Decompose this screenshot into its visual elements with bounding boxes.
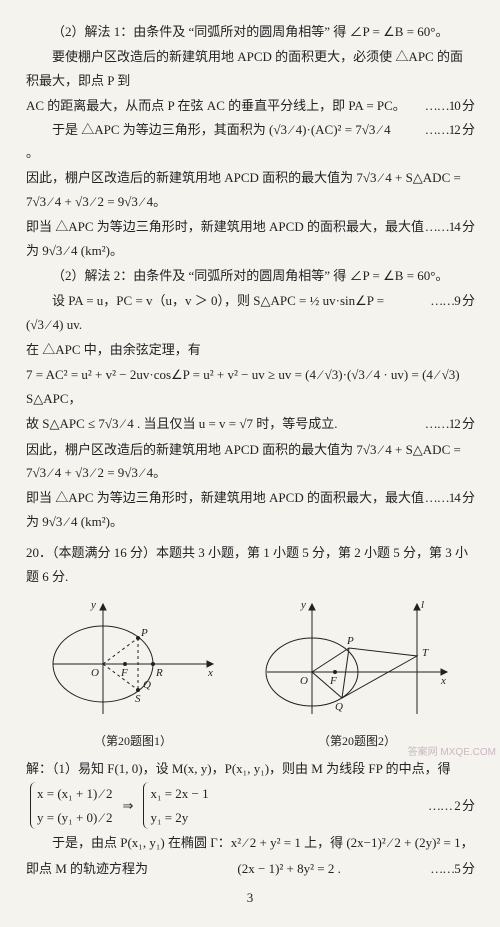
line-cosine-rule: 在 △APC 中，由余弦定理，有 [26,338,474,361]
score-10: ……10 分 [425,94,474,117]
figure-1-caption: （第20题图1） [43,731,223,753]
point-q-label-2: Q [335,701,343,713]
line-max-sum-2: 因此，棚户区改造后的新建筑用地 APCD 面积的最大值为 7√3 ⁄ 4 + S… [26,438,474,485]
line-perp-bisector: AC 的距离最大，从而点 P 在弦 AC 的垂直平分线上，即 PA = PC。 … [26,94,474,117]
text: 故 S△APC ≤ 7√3 ⁄ 4 . 当且仅当 u = v = √7 时，等号… [26,412,338,435]
score-12b: ……12 分 [425,412,474,435]
text: 设 PA = u，PC = v（u，v ＞ 0），则 S△APC = ½ uv·… [26,289,404,336]
eq-right-1: x₁ = 2x − 1 [150,782,208,805]
point-t-label: T [422,647,429,659]
score-2: …… 2 分 [428,794,474,817]
line-max-sum-1: 因此，棚户区改造后的新建筑用地 APCD 面积的最大值为 7√3 ⁄ 4 + S… [26,166,474,213]
point-s-label: S [135,693,141,705]
axis-y-label-2: y [300,599,306,611]
line-inequality: 7 = AC² = u² + v² − 2uv·cos∠P = u² + v² … [26,363,474,410]
line-method2-start: （2）解法 2：由条件及 “同弧所对的圆周角相等” 得 ∠P = ∠B = 60… [26,264,474,287]
implies-arrow: ⇒ [123,794,134,817]
figure-2: x y l O F P Q T （第20题图2） [257,594,457,753]
axis-x-label-2: x [440,675,446,687]
eq-left-1: x = (x₁ + 1) ⁄ 2 [37,782,113,805]
score-12: ……12 分 [399,118,474,141]
locus-prefix: 即点 M 的轨迹方程为 [26,857,148,880]
point-f-label: F [120,667,128,679]
watermark: 答案网 MXQE.COM [408,747,496,758]
page-number: 3 [26,886,474,909]
score-5: ……5 分 [430,857,474,880]
eq-left-2: y = (y₁ + 0) ⁄ 2 [37,806,113,829]
system-right: x₁ = 2x − 1 y₁ = 2y [143,782,208,829]
point-q-label: Q [143,679,151,691]
score-14b: ……14 分 [425,486,474,509]
text: 即当 △APC 为等边三角形时，新建筑用地 APCD 的面积最大，最大值为 9√… [26,486,425,533]
origin-label-2: O [300,675,308,687]
line-conclusion-1: 即当 △APC 为等边三角形时，新建筑用地 APCD 的面积最大，最大值为 9√… [26,215,474,262]
line-l-label: l [421,599,424,611]
figure-1: x y O F P S R Q （第20题图1） [43,594,223,753]
solution-1-line1: 解：（1）易知 F(1, 0)，设 M(x, y)，P(x₁, y₁)，则由 M… [26,757,474,780]
eq-right-2: y₁ = 2y [150,806,208,829]
midpoint-system: x = (x₁ + 1) ⁄ 2 y = (y₁ + 0) ⁄ 2 ⇒ x₁ =… [26,782,474,829]
text: AC 的距离最大，从而点 P 在弦 AC 的垂直平分线上，即 PA = PC。 [26,94,406,117]
q20-heading: 20．（本题满分 16 分）本题共 3 小题，第 1 小题 5 分，第 2 小题… [26,541,474,588]
point-p-label-2: P [346,635,354,647]
locus-eq: (2x − 1)² + 8y² = 2 . [148,857,430,880]
line-set-uv: 设 PA = u，PC = v（u，v ＞ 0），则 S△APC = ½ uv·… [26,289,474,336]
line-method1-start: （2）解法 1：由条件及 “同弧所对的圆周角相等” 得 ∠P = ∠B = 60… [26,20,474,43]
system-left: x = (x₁ + 1) ⁄ 2 y = (y₁ + 0) ⁄ 2 [30,782,113,829]
point-f-label-2: F [329,675,337,687]
point-r-label: R [155,667,163,679]
score-9: ……9 分 [404,289,474,312]
line-equilateral-area: 于是 △APC 为等边三角形，其面积为 (√3 ⁄ 4)·(AC)² = 7√3… [26,118,474,165]
score-14: ……14 分 [425,215,474,238]
origin-label: O [91,667,99,679]
solution-1-line2: 于是，由点 P(x₁, y₁) 在椭圆 Γ：x² ⁄ 2 + y² = 1 上，… [26,831,474,854]
locus-line: 即点 M 的轨迹方程为 (2x − 1)² + 8y² = 2 . ……5 分 [26,857,474,880]
text: 即当 △APC 为等边三角形时，新建筑用地 APCD 的面积最大，最大值为 9√… [26,215,425,262]
line-conclusion-2: 即当 △APC 为等边三角形时，新建筑用地 APCD 的面积最大，最大值为 9√… [26,486,474,533]
figure-1-svg: x y O F P S R Q [43,594,223,724]
point-p-label: P [140,627,148,639]
figure-2-svg: x y l O F P Q T [257,594,457,724]
axis-x-label: x [207,667,213,679]
line-requirement: 要使棚户区改造后的新建筑用地 APCD 的面积更大，必须使 △APC 的面积最大… [26,45,474,92]
text: 于是 △APC 为等边三角形，其面积为 (√3 ⁄ 4)·(AC)² = 7√3… [26,118,399,165]
figures-row: x y O F P S R Q （第20题图1） [26,594,474,753]
line-bound: 故 S△APC ≤ 7√3 ⁄ 4 . 当且仅当 u = v = √7 时，等号… [26,412,474,435]
axis-y-label: y [90,599,96,611]
